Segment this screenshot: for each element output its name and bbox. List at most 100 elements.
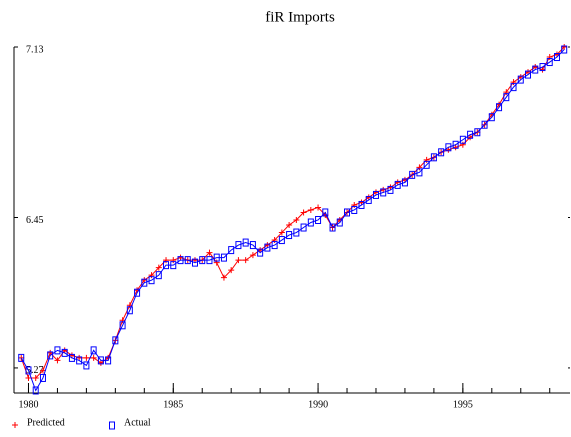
x-tick-label: 1995 bbox=[453, 399, 473, 410]
marker bbox=[90, 346, 97, 355]
marker bbox=[264, 243, 271, 252]
marker bbox=[148, 276, 155, 285]
marker bbox=[25, 374, 32, 381]
legend-label: Predicted bbox=[27, 417, 65, 428]
marker bbox=[452, 140, 459, 149]
marker bbox=[416, 168, 423, 177]
marker bbox=[90, 354, 97, 361]
marker bbox=[438, 148, 445, 157]
marker bbox=[401, 178, 408, 187]
marker bbox=[257, 248, 264, 257]
marker bbox=[112, 336, 119, 345]
marker bbox=[532, 65, 539, 74]
marker bbox=[242, 238, 249, 247]
marker bbox=[510, 83, 517, 92]
marker bbox=[293, 217, 300, 223]
marker bbox=[220, 253, 227, 262]
marker bbox=[191, 258, 198, 267]
marker bbox=[83, 361, 90, 370]
marker bbox=[525, 70, 532, 79]
marker bbox=[474, 128, 481, 137]
series-line bbox=[20, 46, 565, 379]
y-tick-label: 7.13 bbox=[26, 44, 44, 55]
marker bbox=[380, 188, 387, 197]
marker bbox=[409, 170, 416, 179]
marker bbox=[307, 206, 314, 213]
marker bbox=[170, 261, 177, 270]
marker bbox=[119, 321, 126, 330]
marker bbox=[18, 353, 25, 362]
marker bbox=[546, 58, 553, 67]
marker bbox=[39, 373, 46, 382]
marker bbox=[105, 356, 112, 365]
marker bbox=[242, 257, 249, 264]
marker bbox=[83, 354, 90, 361]
marker bbox=[329, 223, 336, 232]
marker bbox=[235, 257, 242, 264]
marker bbox=[496, 103, 503, 112]
legend-item: Predicted bbox=[12, 417, 65, 428]
marker bbox=[206, 249, 213, 256]
marker bbox=[32, 374, 39, 381]
x-tick-label: 1985 bbox=[163, 399, 183, 410]
marker bbox=[358, 200, 365, 209]
x-tick-label: 1980 bbox=[18, 399, 38, 410]
marker bbox=[517, 75, 524, 84]
legend-label: Actual bbox=[124, 417, 151, 428]
marker bbox=[249, 241, 256, 250]
marker bbox=[430, 153, 437, 162]
legend-item: Actual bbox=[109, 417, 151, 430]
marker bbox=[387, 185, 394, 194]
marker bbox=[228, 267, 235, 274]
marker bbox=[155, 271, 162, 280]
marker bbox=[76, 356, 83, 365]
marker bbox=[561, 45, 568, 54]
marker bbox=[220, 274, 227, 281]
y-tick-label: 6.45 bbox=[26, 215, 44, 226]
marker bbox=[134, 288, 141, 297]
marker bbox=[300, 209, 307, 216]
marker bbox=[351, 205, 358, 214]
marker bbox=[155, 264, 162, 271]
chart-title: fiR Imports bbox=[265, 9, 335, 25]
marker bbox=[206, 256, 213, 265]
marker bbox=[47, 351, 54, 360]
marker bbox=[25, 366, 32, 375]
marker bbox=[553, 53, 560, 62]
marker bbox=[315, 204, 322, 211]
marker bbox=[32, 386, 39, 395]
marker bbox=[481, 120, 488, 129]
marker bbox=[249, 252, 256, 259]
marker bbox=[365, 195, 372, 204]
marker bbox=[54, 346, 61, 355]
marker bbox=[315, 216, 322, 224]
marker bbox=[394, 180, 401, 189]
marker bbox=[177, 256, 184, 265]
x-tick-label: 1990 bbox=[308, 399, 328, 410]
marker bbox=[61, 348, 68, 357]
marker bbox=[199, 256, 206, 265]
marker bbox=[68, 353, 75, 362]
marker bbox=[213, 253, 220, 262]
marker bbox=[271, 241, 278, 250]
marker bbox=[286, 222, 293, 229]
marker bbox=[163, 261, 170, 270]
marker bbox=[539, 63, 546, 72]
marker bbox=[300, 223, 307, 232]
marker bbox=[336, 218, 343, 227]
marker bbox=[423, 160, 430, 169]
marker bbox=[278, 229, 285, 236]
marker bbox=[344, 208, 351, 217]
marker bbox=[445, 143, 452, 152]
series-line bbox=[20, 49, 565, 392]
marker bbox=[307, 218, 314, 227]
marker bbox=[459, 135, 466, 144]
legend-marker bbox=[12, 422, 18, 428]
marker bbox=[503, 93, 510, 102]
marker bbox=[54, 357, 61, 364]
marker bbox=[97, 356, 104, 365]
marker bbox=[235, 241, 242, 250]
marker bbox=[278, 236, 285, 245]
marker bbox=[322, 208, 329, 217]
